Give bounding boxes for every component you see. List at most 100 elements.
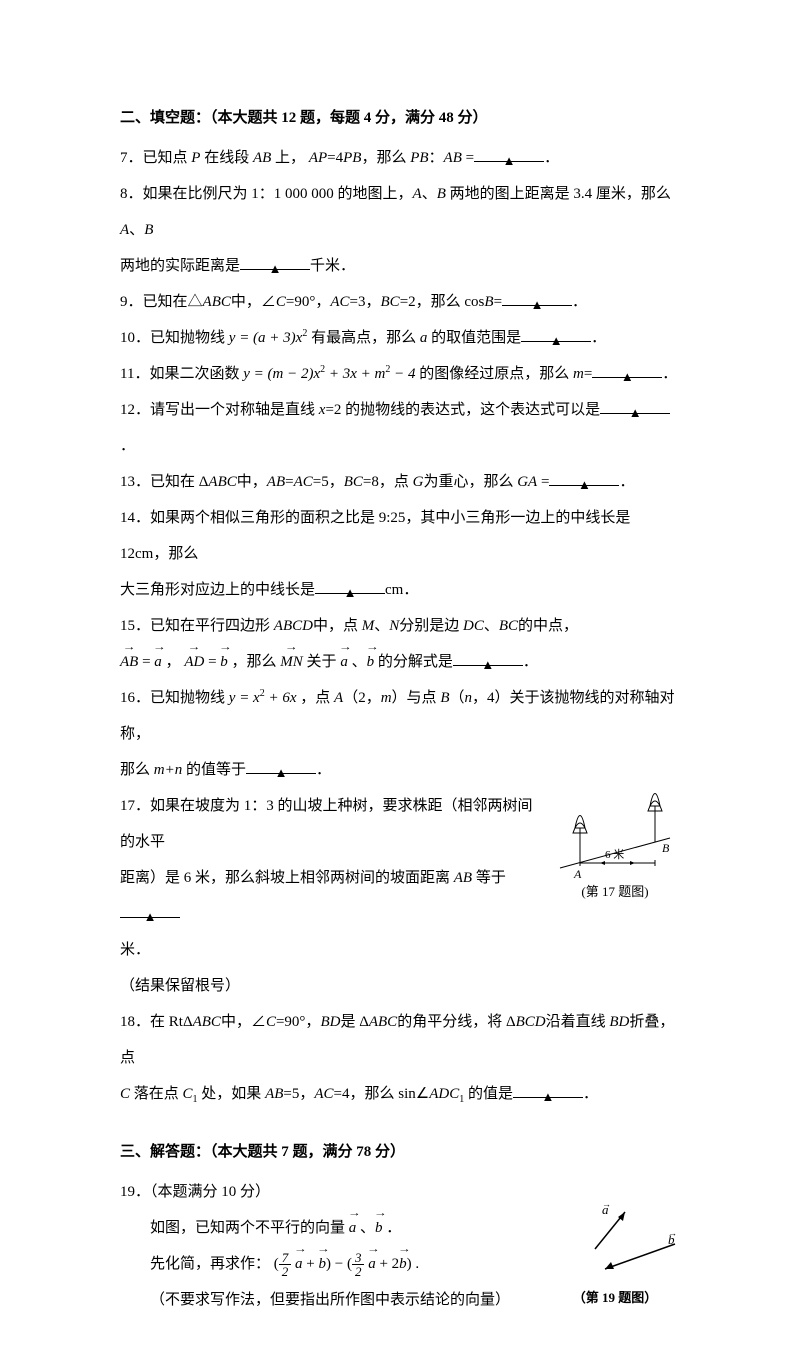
- q16-t7: 那么: [120, 762, 150, 778]
- svg-text:→: →: [602, 1204, 611, 1209]
- q17-figure: 6 米 A B (第 17 题图): [550, 788, 680, 901]
- q8-B2: B: [144, 222, 153, 238]
- q19-l2: 先化简，再求作： (72 a + b) − (32 a + 2b) .: [120, 1256, 419, 1272]
- q18-t3: =90°，: [276, 1014, 320, 1030]
- q19-va2: a: [295, 1246, 303, 1282]
- q16-eq: y = x: [229, 690, 260, 706]
- question-19: a → b → （第 19 题图） 19．（本题满分 10 分） 如图，已知两个…: [120, 1174, 680, 1318]
- q7-PB2: PB: [410, 150, 428, 166]
- q13-t1: 已知在 Δ: [150, 474, 208, 490]
- q18-eq2: =4，那么 sin∠: [334, 1086, 430, 1102]
- q13-ABC: ABC: [208, 474, 236, 490]
- q18-one2: 1: [459, 1094, 464, 1105]
- q7-eq: =4: [327, 150, 343, 166]
- q9-ABC: ABC: [203, 294, 231, 310]
- q9-blank: [502, 289, 572, 307]
- question-16: 16．已知抛物线 y = x2 + 6x ，点 A（2，m）与点 B（n，4）关…: [120, 680, 680, 788]
- q10-sup: 2: [302, 328, 307, 339]
- q9-B: B: [484, 294, 493, 310]
- q12-blank: [600, 397, 670, 415]
- q10-t1: 已知抛物线: [150, 330, 225, 346]
- q7-P: P: [191, 150, 200, 166]
- q11-end: − 4: [390, 366, 415, 382]
- q9-t2: 中，∠: [231, 294, 276, 310]
- q15-vb2: b: [367, 644, 375, 680]
- q7-colon: ：: [429, 150, 444, 166]
- q17-caption: (第 17 题图): [550, 883, 680, 901]
- q15-vAB: AB: [120, 644, 138, 680]
- q9-t5: =2，那么 cos: [400, 294, 485, 310]
- q15-blank: [453, 649, 523, 667]
- q16-n: n: [465, 690, 473, 706]
- q19-plus2: + 2: [376, 1256, 399, 1272]
- q10-eq: y = (a + 3)x: [229, 330, 303, 346]
- q14-num: 14．: [120, 510, 150, 526]
- q16-blank: [246, 757, 316, 775]
- q8-t4: 两地的实际距离是: [120, 258, 240, 274]
- q19-caption: （第 19 题图）: [550, 1289, 680, 1307]
- q18-BCD: BCD: [516, 1014, 546, 1030]
- q18-t1: 在 RtΔ: [150, 1014, 193, 1030]
- q17-note: （结果保留根号）: [120, 978, 240, 994]
- q16-mn: m+n: [154, 762, 182, 778]
- q15-t4: 分别是边: [399, 618, 459, 634]
- q13-eq4: =: [537, 474, 549, 490]
- question-17: 6 米 A B (第 17 题图) 17．如果在坡度为 1：3 的山坡上种树，要…: [120, 788, 680, 1004]
- q19-rp2: ) .: [407, 1256, 420, 1272]
- q11-num: 11．: [120, 366, 149, 382]
- q18-ADC: ADC: [429, 1086, 459, 1102]
- q8-t5: 千米．: [310, 258, 355, 274]
- q13-BC: BC: [344, 474, 363, 490]
- q19-vb3: b: [399, 1246, 407, 1282]
- q16-m: m: [381, 690, 392, 706]
- section-2-title: 二、填空题：（本大题共 12 题，每题 4 分，满分 48 分）: [120, 100, 680, 136]
- q9-t3: =90°，: [286, 294, 330, 310]
- q15-t8: 的分解式是: [378, 654, 453, 670]
- q16-A: A: [334, 690, 343, 706]
- q15-t2: 中，点: [313, 618, 358, 634]
- question-8: 8．如果在比例尺为 1：1 000 000 的地图上，A、B 两地的图上距离是 …: [120, 176, 680, 284]
- question-9: 9．已知在△ABC中，∠C=90°，AC=3，BC=2，那么 cosB=．: [120, 284, 680, 320]
- q15-N: N: [389, 618, 399, 634]
- q8-blank: [240, 253, 310, 271]
- q18-t8: 落在点: [134, 1086, 179, 1102]
- q16-t8: 的值等于: [186, 762, 246, 778]
- q15-t1: 已知在平行四边形: [150, 618, 270, 634]
- q16-t2: ，点: [300, 690, 330, 706]
- q18-blank: [513, 1081, 583, 1099]
- q13-GA: GA: [517, 474, 537, 490]
- q15-va2: a: [340, 644, 348, 680]
- q15-va: a: [154, 644, 162, 680]
- q18-t9: 处，如果: [201, 1086, 261, 1102]
- q10-num: 10．: [120, 330, 150, 346]
- q9-num: 9．: [120, 294, 143, 310]
- q7-blank: [474, 145, 544, 163]
- q7-AP: AP: [309, 150, 327, 166]
- q16-mid: + 6x: [265, 690, 301, 706]
- q18-BD2: BD: [609, 1014, 629, 1030]
- q9-AC: AC: [330, 294, 349, 310]
- q17-slope-icon: 6 米 A B: [550, 788, 680, 878]
- q15-t6: ，那么: [232, 654, 277, 670]
- q18-t10: 的值是: [468, 1086, 513, 1102]
- q15-M: M: [362, 618, 375, 634]
- q15-t7: 关于: [307, 654, 337, 670]
- question-14: 14．如果两个相似三角形的面积之比是 9:25，其中小三角形一边上的中线长是 1…: [120, 500, 680, 608]
- q8-A: A: [413, 186, 422, 202]
- q18-ABC: ABC: [193, 1014, 221, 1030]
- q10-a: a: [420, 330, 428, 346]
- q15-BC: BC: [499, 618, 518, 634]
- q7-t3: 上，: [275, 150, 305, 166]
- q15-ABCD: ABCD: [274, 618, 313, 634]
- q7-t1: 已知点: [143, 150, 188, 166]
- q18-t6: 沿着直线: [546, 1014, 606, 1030]
- q9-t6: =: [494, 294, 502, 310]
- question-12: 12．请写出一个对称轴是直线 x=2 的抛物线的表达式，这个表达式可以是．: [120, 392, 680, 464]
- q17-t3: 等于: [476, 870, 506, 886]
- q15-t3: 、: [374, 618, 389, 634]
- q14-t2: 大三角形对应边上的中线长是: [120, 582, 315, 598]
- q19-va: a: [349, 1210, 357, 1246]
- q18-t2: 中，∠: [221, 1014, 266, 1030]
- q17-blank: [120, 901, 180, 919]
- q10-t2: 有最高点，那么: [311, 330, 416, 346]
